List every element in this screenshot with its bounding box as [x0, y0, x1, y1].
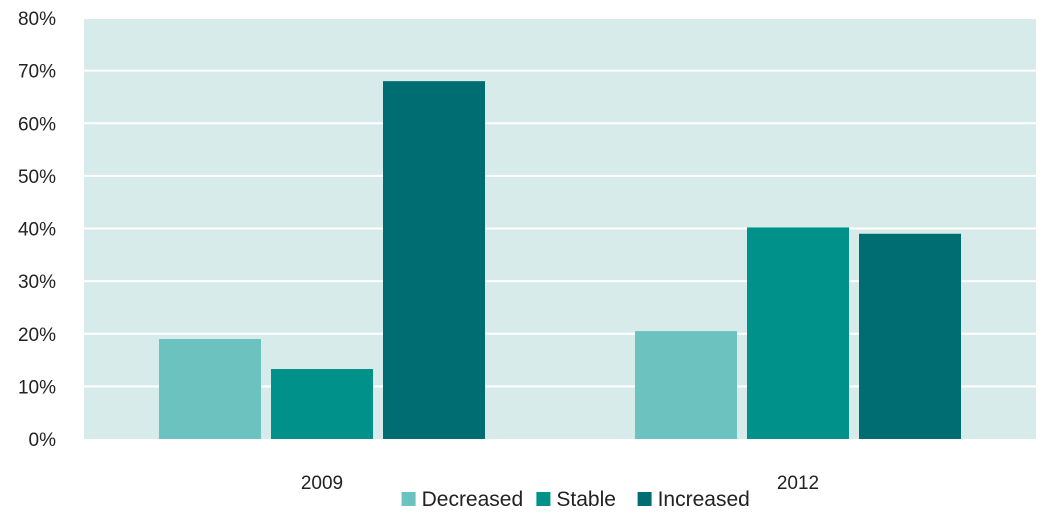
x-category-label: 2009 [301, 473, 343, 494]
legend-label: Stable [556, 488, 616, 511]
y-tick-label: 50% [18, 167, 56, 188]
legend-item-stable: Stable [536, 488, 616, 511]
y-tick-label: 20% [18, 325, 56, 346]
bar-stable-2012 [747, 227, 849, 439]
legend-swatch [401, 492, 416, 506]
legend-item-increased: Increased [637, 488, 750, 511]
y-tick-label: 60% [18, 114, 56, 135]
bar-stable-2009 [271, 369, 373, 439]
x-axis: 2009 2012 [301, 473, 819, 494]
y-tick-label: 70% [18, 62, 56, 83]
bar-decreased-2009 [159, 339, 261, 439]
bar-decreased-2012 [635, 331, 737, 439]
legend: Decreased Stable Increased [401, 488, 750, 511]
x-category-label: 2012 [777, 473, 819, 494]
y-tick-label: 30% [18, 272, 56, 293]
legend-swatch [536, 492, 551, 506]
legend-swatch [637, 492, 652, 506]
bar-increased-2009 [383, 81, 485, 440]
legend-item-decreased: Decreased [401, 488, 524, 511]
legend-label: Decreased [422, 488, 524, 511]
bars [159, 81, 961, 440]
y-tick-label: 0% [29, 430, 57, 451]
y-axis: 0% 10% 20% 30% 40% 50% 60% 70% 80% [18, 9, 56, 451]
y-tick-label: 10% [18, 377, 56, 398]
legend-label: Increased [658, 488, 750, 511]
y-tick-label: 40% [18, 220, 56, 241]
bar-increased-2012 [859, 233, 961, 439]
y-tick-label: 80% [18, 9, 56, 30]
